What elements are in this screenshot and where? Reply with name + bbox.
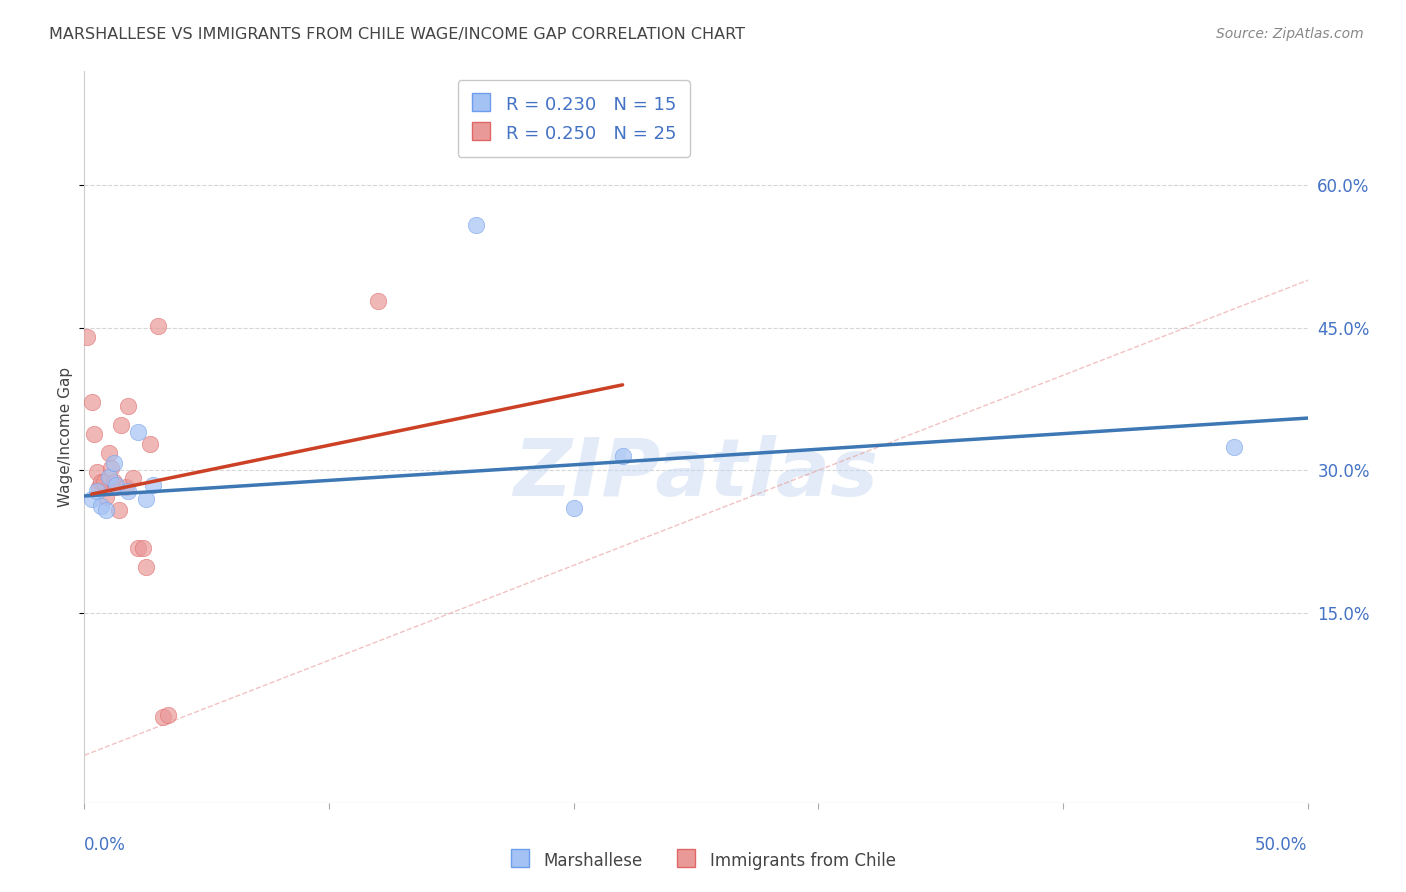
Text: ZIPatlas: ZIPatlas bbox=[513, 434, 879, 513]
Point bbox=[86, 484, 108, 499]
Point bbox=[83, 427, 105, 442]
Point bbox=[1223, 440, 1246, 454]
Point bbox=[146, 318, 169, 333]
Point bbox=[132, 541, 155, 556]
Point bbox=[100, 461, 122, 475]
Point bbox=[96, 503, 118, 517]
Point bbox=[107, 503, 129, 517]
Text: Source: ZipAtlas.com: Source: ZipAtlas.com bbox=[1216, 27, 1364, 41]
Point bbox=[612, 449, 634, 463]
Point bbox=[86, 465, 108, 479]
Point bbox=[97, 470, 120, 484]
Point bbox=[97, 446, 120, 460]
Legend: R = 0.230   N = 15, R = 0.250   N = 25: R = 0.230 N = 15, R = 0.250 N = 25 bbox=[458, 80, 689, 157]
Point bbox=[117, 484, 139, 499]
Y-axis label: Wage/Income Gap: Wage/Income Gap bbox=[58, 367, 73, 508]
Point bbox=[96, 490, 118, 504]
Point bbox=[152, 710, 174, 724]
Point bbox=[135, 560, 157, 574]
Point bbox=[76, 330, 98, 344]
Text: MARSHALLESE VS IMMIGRANTS FROM CHILE WAGE/INCOME GAP CORRELATION CHART: MARSHALLESE VS IMMIGRANTS FROM CHILE WAG… bbox=[49, 27, 745, 42]
Point bbox=[139, 436, 162, 450]
Point bbox=[122, 471, 145, 485]
Point bbox=[105, 477, 128, 491]
Text: 0.0%: 0.0% bbox=[84, 836, 127, 854]
Point bbox=[127, 541, 149, 556]
Point bbox=[156, 708, 179, 723]
Point bbox=[90, 475, 112, 489]
Point bbox=[117, 399, 139, 413]
Point bbox=[103, 475, 125, 489]
Point bbox=[80, 491, 103, 506]
Point bbox=[80, 395, 103, 409]
Point bbox=[87, 480, 110, 494]
Point bbox=[142, 477, 165, 491]
Point bbox=[562, 501, 585, 516]
Point bbox=[464, 219, 486, 233]
Point bbox=[115, 480, 138, 494]
Text: 50.0%: 50.0% bbox=[1256, 836, 1308, 854]
Point bbox=[367, 294, 389, 309]
Legend: Marshallese, Immigrants from Chile: Marshallese, Immigrants from Chile bbox=[502, 842, 904, 880]
Point bbox=[110, 417, 132, 432]
Point bbox=[93, 475, 115, 489]
Point bbox=[135, 491, 157, 506]
Point bbox=[105, 480, 128, 494]
Point bbox=[90, 500, 112, 514]
Point bbox=[103, 456, 125, 470]
Point bbox=[127, 425, 149, 440]
